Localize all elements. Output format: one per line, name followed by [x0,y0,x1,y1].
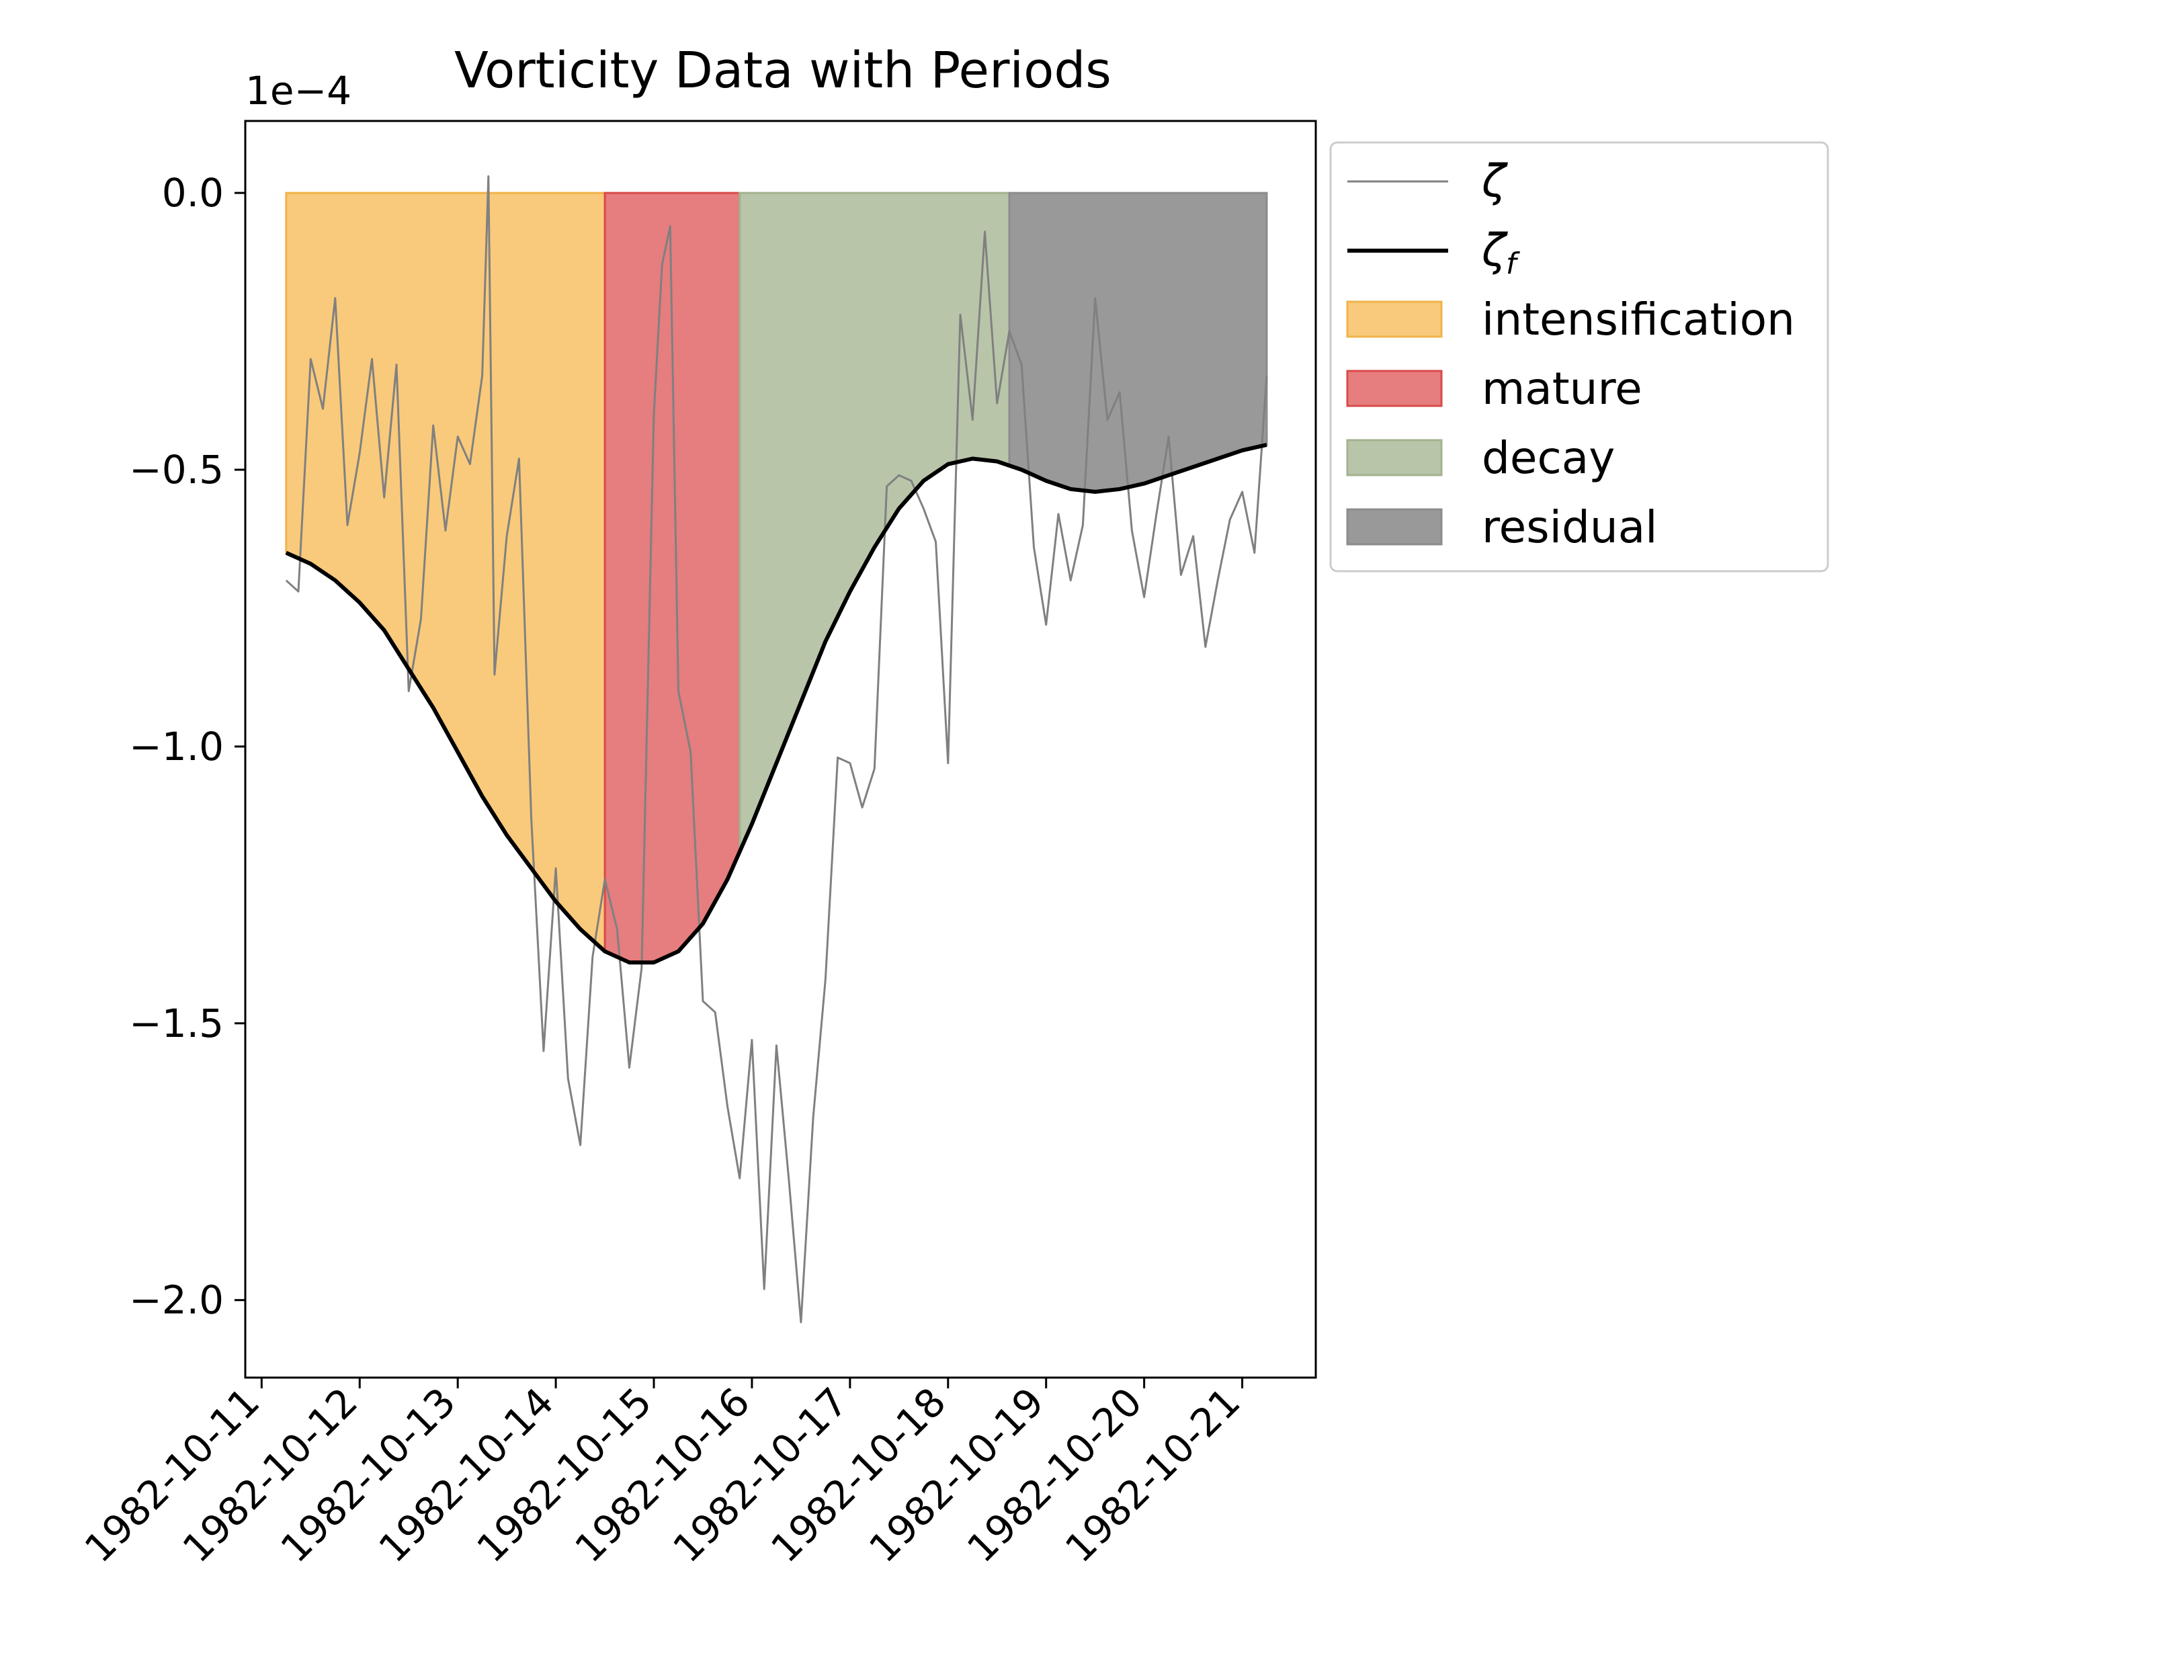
series-zeta-f-line [285,442,1267,965]
legend-label-intensification: intensification [1482,294,1795,345]
legend-label-decay: decay [1482,432,1615,484]
legend-swatch-decay [1346,439,1443,476]
y-tick-label: −0.5 [129,447,224,493]
legend-label-mature: mature [1482,363,1642,415]
series-zeta-line [285,175,1268,1324]
chart-title: Vorticity Data with Periods [454,42,1111,99]
legend-box [1329,141,1829,573]
y-tick-label: 0.0 [162,170,224,216]
legend-swatch-intensification [1346,300,1443,338]
legend-label-residual: residual [1482,501,1658,553]
band-residual [1008,192,1268,493]
legend-swatch-mature [1346,370,1443,407]
y-tick-label: −1.5 [129,1001,224,1046]
x-axis: 1982-10-111982-10-121982-10-131982-10-14… [76,1378,1249,1571]
y-tick-label: −2.0 [129,1277,224,1323]
period-bands [285,192,1268,964]
legend-swatch-residual [1346,508,1443,546]
legend-label-zeta: ζ [1481,155,1508,207]
series-layer [285,175,1268,1324]
y-tick-label: −1.0 [129,724,224,769]
y-scale-label: 1e−4 [245,68,351,114]
y-axis: 0.0 −0.5 −1.0 −1.5 −2.0 [129,170,245,1323]
plot-frame [244,120,1317,1379]
